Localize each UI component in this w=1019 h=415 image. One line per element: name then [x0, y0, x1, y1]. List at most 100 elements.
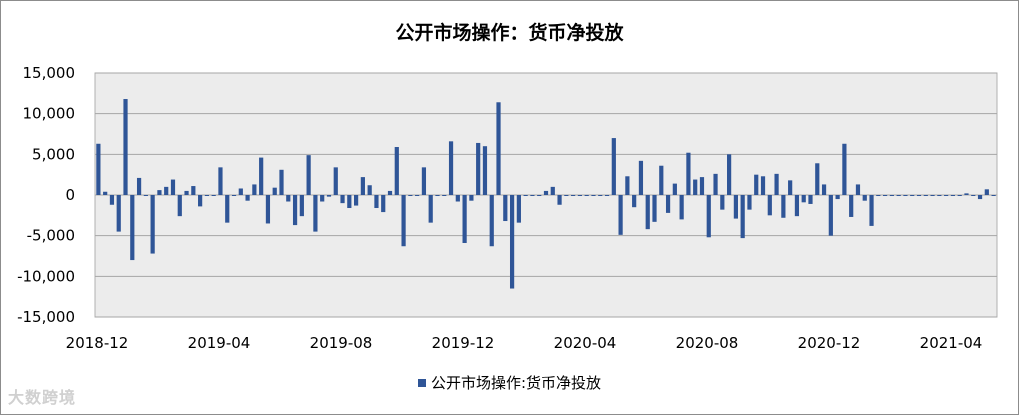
bar	[170, 179, 176, 195]
bar	[699, 177, 705, 195]
bar	[889, 195, 894, 196]
bar	[489, 195, 494, 247]
bar	[984, 189, 989, 195]
bar	[333, 167, 338, 195]
bar	[584, 195, 589, 196]
bar	[367, 185, 372, 195]
bar	[204, 195, 209, 196]
bar	[733, 195, 738, 219]
bar	[835, 195, 840, 200]
bar	[530, 195, 535, 196]
bar	[238, 188, 243, 195]
y-tick-label: 5,000	[32, 145, 75, 163]
bar	[387, 190, 393, 195]
bar	[665, 195, 671, 213]
bar	[96, 143, 101, 195]
bar	[781, 195, 786, 218]
x-tick-label: 2021-04	[920, 334, 983, 352]
bar	[686, 152, 691, 195]
bar	[516, 195, 521, 223]
bar	[815, 163, 820, 195]
bar	[292, 195, 298, 226]
legend-swatch	[417, 378, 426, 387]
bar	[340, 195, 345, 204]
bar	[849, 195, 854, 217]
x-axis: 2018-12 2019-04 2019-08 2019-12 2020-04 2020-…	[66, 334, 983, 352]
bar	[360, 177, 365, 195]
bar	[713, 173, 718, 195]
bar	[659, 165, 664, 195]
bar	[598, 195, 603, 196]
bar	[245, 195, 250, 201]
y-tick-label: -15,000	[17, 308, 75, 326]
bar	[476, 142, 481, 195]
bar	[354, 195, 359, 206]
bar	[693, 179, 698, 195]
bar	[794, 195, 800, 217]
bar	[252, 184, 257, 195]
bar	[143, 195, 148, 196]
bar	[272, 187, 277, 195]
bar	[727, 154, 732, 195]
plot-area	[94, 72, 998, 318]
watermark-logo: 大数跨境	[8, 384, 76, 408]
bar	[482, 146, 488, 195]
x-tick-label: 2019-12	[432, 334, 495, 352]
bar	[435, 195, 440, 196]
bar	[788, 180, 793, 195]
bar	[760, 176, 766, 195]
bar	[611, 138, 616, 195]
bar	[421, 167, 427, 195]
bar	[632, 195, 637, 208]
bar	[381, 195, 386, 213]
bar	[638, 160, 644, 195]
bar	[855, 184, 861, 195]
bar	[916, 195, 922, 196]
bar	[591, 195, 596, 196]
bar	[910, 195, 915, 196]
bar	[136, 177, 142, 195]
bar	[930, 195, 935, 196]
bar	[211, 195, 216, 196]
bar	[401, 195, 406, 247]
bar	[754, 174, 759, 195]
bar	[720, 195, 725, 210]
bar	[618, 195, 623, 235]
bar	[923, 195, 928, 196]
x-tick-label: 2020-04	[554, 334, 617, 352]
bar	[672, 183, 677, 195]
bar	[543, 190, 549, 195]
y-tick-label: 0	[65, 186, 75, 204]
y-tick-label: 15,000	[23, 64, 76, 82]
bar	[550, 186, 555, 195]
bar	[177, 195, 182, 217]
x-tick-label: 2018-12	[66, 334, 129, 352]
bar	[218, 167, 223, 195]
bar	[950, 195, 956, 196]
bar	[740, 195, 745, 239]
bar	[876, 195, 881, 196]
bar	[557, 195, 562, 205]
bar	[448, 141, 454, 195]
bar	[937, 195, 942, 196]
bar	[286, 195, 291, 202]
y-tick-label: -5,000	[27, 227, 75, 245]
bar	[903, 195, 908, 196]
bar	[604, 195, 610, 196]
bar	[801, 195, 806, 203]
bar	[977, 195, 983, 200]
bar	[259, 157, 264, 195]
bar	[842, 143, 847, 195]
bar	[991, 195, 996, 196]
bar	[123, 99, 128, 195]
bar	[774, 173, 779, 195]
legend-label: 公开市场操作:货币净投放	[430, 374, 602, 392]
bar	[279, 169, 284, 195]
bar	[415, 195, 420, 196]
bar	[469, 195, 474, 201]
bar	[862, 195, 867, 201]
bar	[157, 190, 162, 195]
bar	[577, 195, 583, 196]
x-tick-label: 2019-08	[310, 334, 373, 352]
